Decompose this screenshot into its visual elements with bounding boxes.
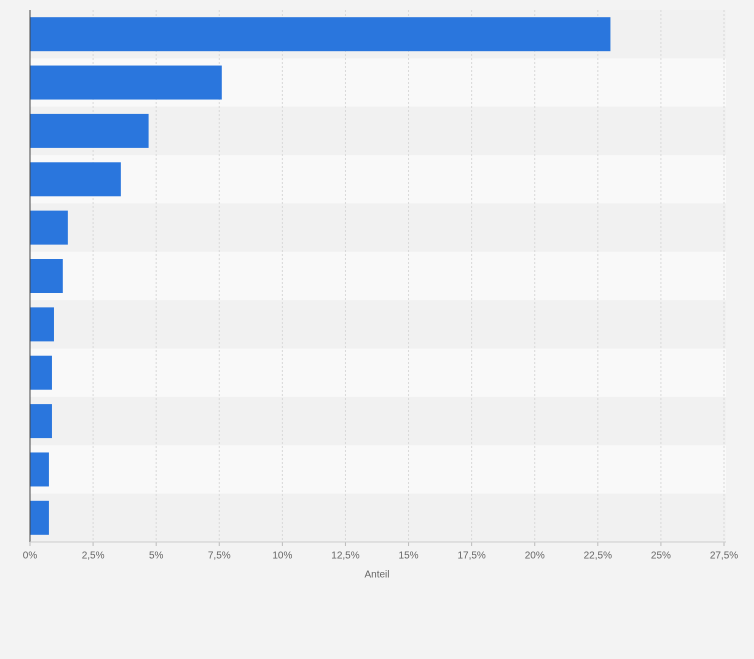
row-stripe xyxy=(30,203,726,252)
x-tick-label: 25% xyxy=(651,551,671,562)
row-stripe xyxy=(30,445,726,494)
x-tick-label: 0% xyxy=(23,551,38,562)
bar xyxy=(30,65,222,100)
x-axis-label: Anteil xyxy=(364,570,389,581)
bar xyxy=(30,113,149,148)
x-tick-label: 7,5% xyxy=(208,551,231,562)
row-stripe xyxy=(30,348,726,397)
bar xyxy=(30,162,121,197)
x-tick-label: 20% xyxy=(525,551,545,562)
x-tick-label: 22,5% xyxy=(584,551,612,562)
bar xyxy=(30,355,52,390)
bar xyxy=(30,259,63,293)
bar xyxy=(30,307,54,342)
bar xyxy=(30,17,611,52)
bar xyxy=(30,500,49,535)
row-stripe xyxy=(30,300,726,349)
row-stripe xyxy=(30,251,726,301)
bar xyxy=(30,210,68,245)
x-tick-label: 27,5% xyxy=(710,551,738,562)
x-tick-label: 10% xyxy=(272,551,292,562)
x-tick-label: 17,5% xyxy=(457,551,485,562)
bar xyxy=(30,404,52,439)
x-tick-label: 2,5% xyxy=(82,551,105,562)
x-tick-label: 15% xyxy=(399,551,419,562)
x-tick-label: 12,5% xyxy=(331,551,359,562)
x-tick-label: 5% xyxy=(149,551,164,562)
bar xyxy=(30,452,49,487)
row-stripe xyxy=(30,396,726,446)
row-stripe xyxy=(30,493,726,542)
row-stripe xyxy=(30,155,726,204)
